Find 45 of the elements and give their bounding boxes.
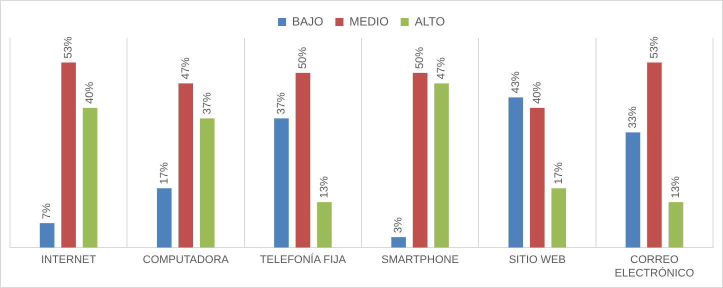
data-label: 13% <box>318 176 330 198</box>
bar <box>551 188 566 248</box>
legend-label: BAJO <box>292 14 324 28</box>
bar <box>530 108 545 248</box>
data-label: 37% <box>275 92 288 114</box>
bar <box>647 62 662 248</box>
data-label: 47% <box>180 57 192 80</box>
data-label: 50% <box>296 46 309 69</box>
data-label: 50% <box>414 46 426 69</box>
data-label: 7% <box>41 203 54 220</box>
data-label: 53% <box>62 36 75 58</box>
bar <box>156 188 172 248</box>
bar <box>508 97 524 248</box>
data-label: 17% <box>158 162 170 184</box>
bar <box>317 202 332 248</box>
bar <box>412 72 428 248</box>
bar <box>61 62 76 248</box>
x-tick-label: SITIO WEB <box>508 254 566 266</box>
bar <box>200 118 215 248</box>
data-label: 53% <box>648 36 660 58</box>
bar <box>391 237 406 248</box>
bar <box>274 118 289 248</box>
bar <box>668 202 684 248</box>
data-label: 13% <box>670 176 682 198</box>
data-label: 47% <box>436 57 448 80</box>
x-tick-label: TELEFONÍA FIJA <box>260 253 347 266</box>
data-label: 3% <box>392 217 405 234</box>
x-tick-label: CORREO ELECTRÓNICO <box>614 254 695 280</box>
data-label: 40% <box>84 82 96 104</box>
data-label: 33% <box>626 106 639 128</box>
x-tick-label: SMARTPHONE <box>381 254 459 266</box>
data-label: 43% <box>510 71 522 94</box>
data-label: 40% <box>531 82 544 104</box>
data-label: 37% <box>201 92 214 114</box>
x-tick-label: INTERNET <box>41 254 96 266</box>
bar <box>626 132 640 248</box>
bar <box>434 83 449 248</box>
legend-label: MEDIO <box>349 14 389 28</box>
data-label: 17% <box>552 162 565 184</box>
bar <box>40 223 54 248</box>
x-tick-label: COMPUTADORA <box>142 254 230 266</box>
bar <box>296 72 310 248</box>
legend-label: ALTO <box>414 14 445 28</box>
bar <box>178 83 194 248</box>
bar <box>82 108 98 248</box>
